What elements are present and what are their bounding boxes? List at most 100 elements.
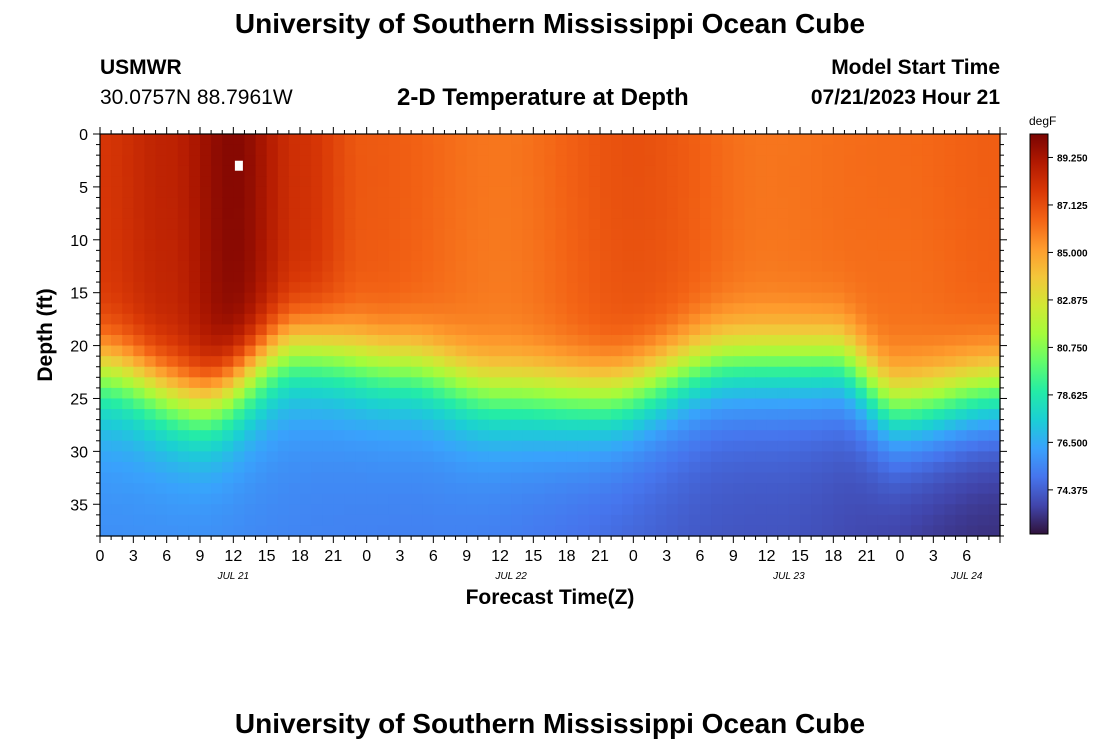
heatmap-cell: [233, 472, 246, 484]
heatmap-cell: [555, 239, 568, 251]
heatmap-cell: [488, 239, 501, 251]
heatmap-cell: [433, 282, 446, 294]
heatmap-cell: [222, 197, 234, 209]
heatmap-cell: [844, 218, 857, 230]
heatmap-cell: [777, 430, 790, 442]
heatmap-cell: [700, 144, 712, 156]
heatmap-cell: [144, 155, 157, 167]
heatmap-cell: [188, 250, 201, 262]
heatmap-cell: [244, 250, 257, 262]
heatmap-cell: [533, 197, 546, 209]
heatmap-cell: [300, 387, 312, 400]
heatmap-cell: [600, 313, 612, 326]
heatmap-cell: [477, 440, 490, 452]
heatmap-cell: [544, 229, 557, 241]
heatmap-cell: [400, 398, 412, 410]
heatmap-cell: [388, 239, 401, 251]
heatmap-cell: [877, 303, 890, 315]
heatmap-cell: [100, 155, 112, 167]
heatmap-cell: [588, 165, 601, 177]
heatmap-cell: [833, 451, 846, 463]
heatmap-cell: [300, 229, 312, 241]
heatmap-cell: [800, 472, 812, 484]
heatmap-cell: [911, 292, 923, 304]
heatmap-cell: [844, 271, 857, 283]
heatmap-cell: [533, 155, 546, 167]
heatmap-cell: [377, 250, 390, 262]
heatmap-cell: [500, 324, 512, 336]
heatmap-cell: [855, 398, 868, 410]
heatmap-cell: [922, 504, 934, 516]
heatmap-cell: [122, 313, 134, 326]
heatmap-cell: [422, 271, 434, 283]
heatmap-cell: [144, 430, 157, 442]
heatmap-cell: [544, 260, 557, 273]
heatmap-cell: [866, 313, 879, 326]
heatmap-cell: [533, 186, 546, 199]
heatmap-cell: [888, 504, 901, 516]
heatmap-cell: [966, 409, 979, 421]
heatmap-cell: [688, 134, 701, 146]
heatmap-cell: [777, 282, 790, 294]
heatmap-cell: [622, 313, 634, 326]
heatmap-cell: [800, 493, 812, 505]
heatmap-cell: [755, 165, 768, 177]
heatmap-cell: [544, 250, 557, 262]
heatmap-cell: [333, 176, 346, 188]
heatmap-cell: [633, 440, 646, 452]
heatmap-cell: [155, 430, 168, 442]
heatmap-cell: [166, 377, 179, 389]
heatmap-cell: [977, 504, 990, 516]
heatmap-cell: [144, 165, 157, 177]
heatmap-cell: [366, 282, 379, 294]
heatmap-cell: [944, 366, 957, 378]
heatmap-cell: [466, 461, 479, 474]
heatmap-cell: [488, 345, 501, 357]
heatmap-cell: [888, 525, 901, 537]
heatmap-cell: [833, 483, 846, 495]
heatmap-cell: [577, 451, 590, 463]
heatmap-cell: [922, 144, 934, 156]
heatmap-cell: [444, 472, 457, 484]
heatmap-cell: [355, 218, 368, 230]
heatmap-cell: [533, 239, 546, 251]
heatmap-cell: [133, 260, 146, 273]
heatmap-cell: [622, 292, 634, 304]
heatmap-cell: [277, 134, 290, 146]
heatmap-cell: [288, 430, 301, 442]
model-start-label: Model Start Time: [831, 56, 1000, 79]
heatmap-cell: [500, 525, 512, 537]
heatmap-cell: [588, 461, 601, 474]
heatmap-cell: [122, 356, 134, 368]
heatmap-cell: [422, 144, 434, 156]
heatmap-cell: [822, 472, 834, 484]
heatmap-cell: [222, 483, 234, 495]
heatmap-cell: [544, 398, 557, 410]
heatmap-cell: [544, 282, 557, 294]
heatmap-cell: [555, 155, 568, 167]
heatmap-cell: [655, 155, 668, 167]
heatmap-cell: [311, 303, 323, 315]
heatmap-cell: [500, 335, 512, 347]
heatmap-cell: [277, 282, 290, 294]
heatmap-cell: [688, 165, 701, 177]
heatmap-cell: [100, 366, 112, 378]
heatmap-cell: [766, 472, 779, 484]
heatmap-cell: [533, 356, 546, 368]
heatmap-cell: [177, 134, 190, 146]
heatmap-cell: [288, 504, 301, 516]
heatmap-cell: [333, 525, 346, 537]
heatmap-cell: [844, 282, 857, 294]
heatmap-cell: [433, 419, 446, 431]
heatmap-cell: [344, 514, 357, 527]
heatmap-cell: [488, 430, 501, 442]
heatmap-cell: [566, 451, 579, 463]
heatmap-cell: [866, 440, 879, 452]
heatmap-cell: [944, 197, 957, 209]
heatmap-cell: [588, 440, 601, 452]
heatmap-cell: [555, 218, 568, 230]
heatmap-cell: [611, 134, 623, 146]
heatmap-cell: [644, 303, 657, 315]
heatmap-cell: [922, 239, 934, 251]
heatmap-cell: [644, 324, 657, 336]
